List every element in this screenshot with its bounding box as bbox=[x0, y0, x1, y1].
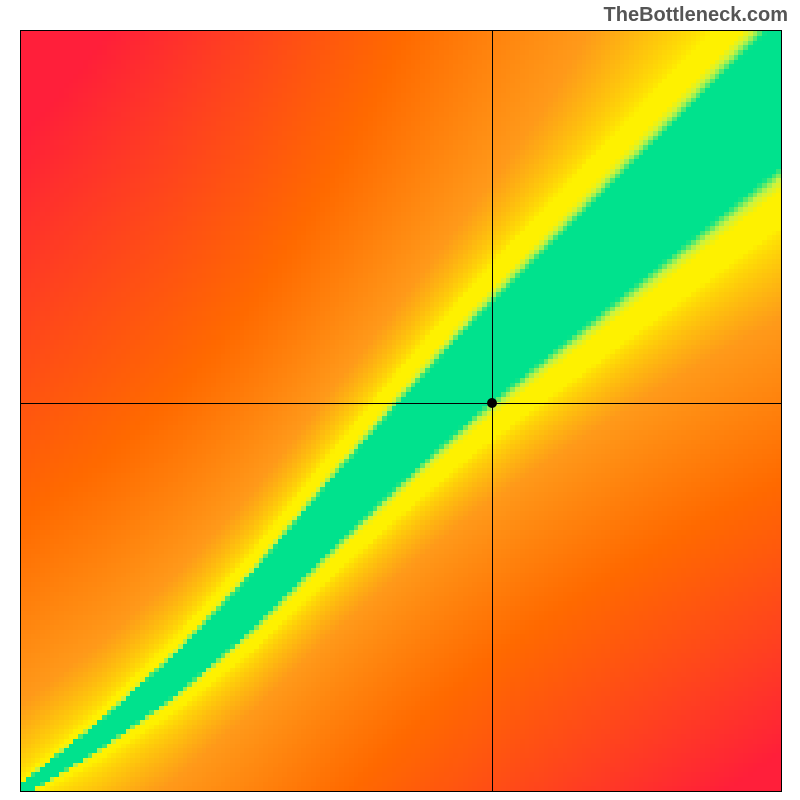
crosshair-vertical bbox=[492, 31, 493, 791]
heatmap-canvas bbox=[21, 31, 781, 791]
root: TheBottleneck.com bbox=[0, 0, 800, 800]
crosshair-horizontal bbox=[21, 403, 781, 404]
heatmap-chart bbox=[20, 30, 782, 792]
data-point-marker bbox=[487, 398, 497, 408]
watermark-text: TheBottleneck.com bbox=[604, 4, 788, 27]
